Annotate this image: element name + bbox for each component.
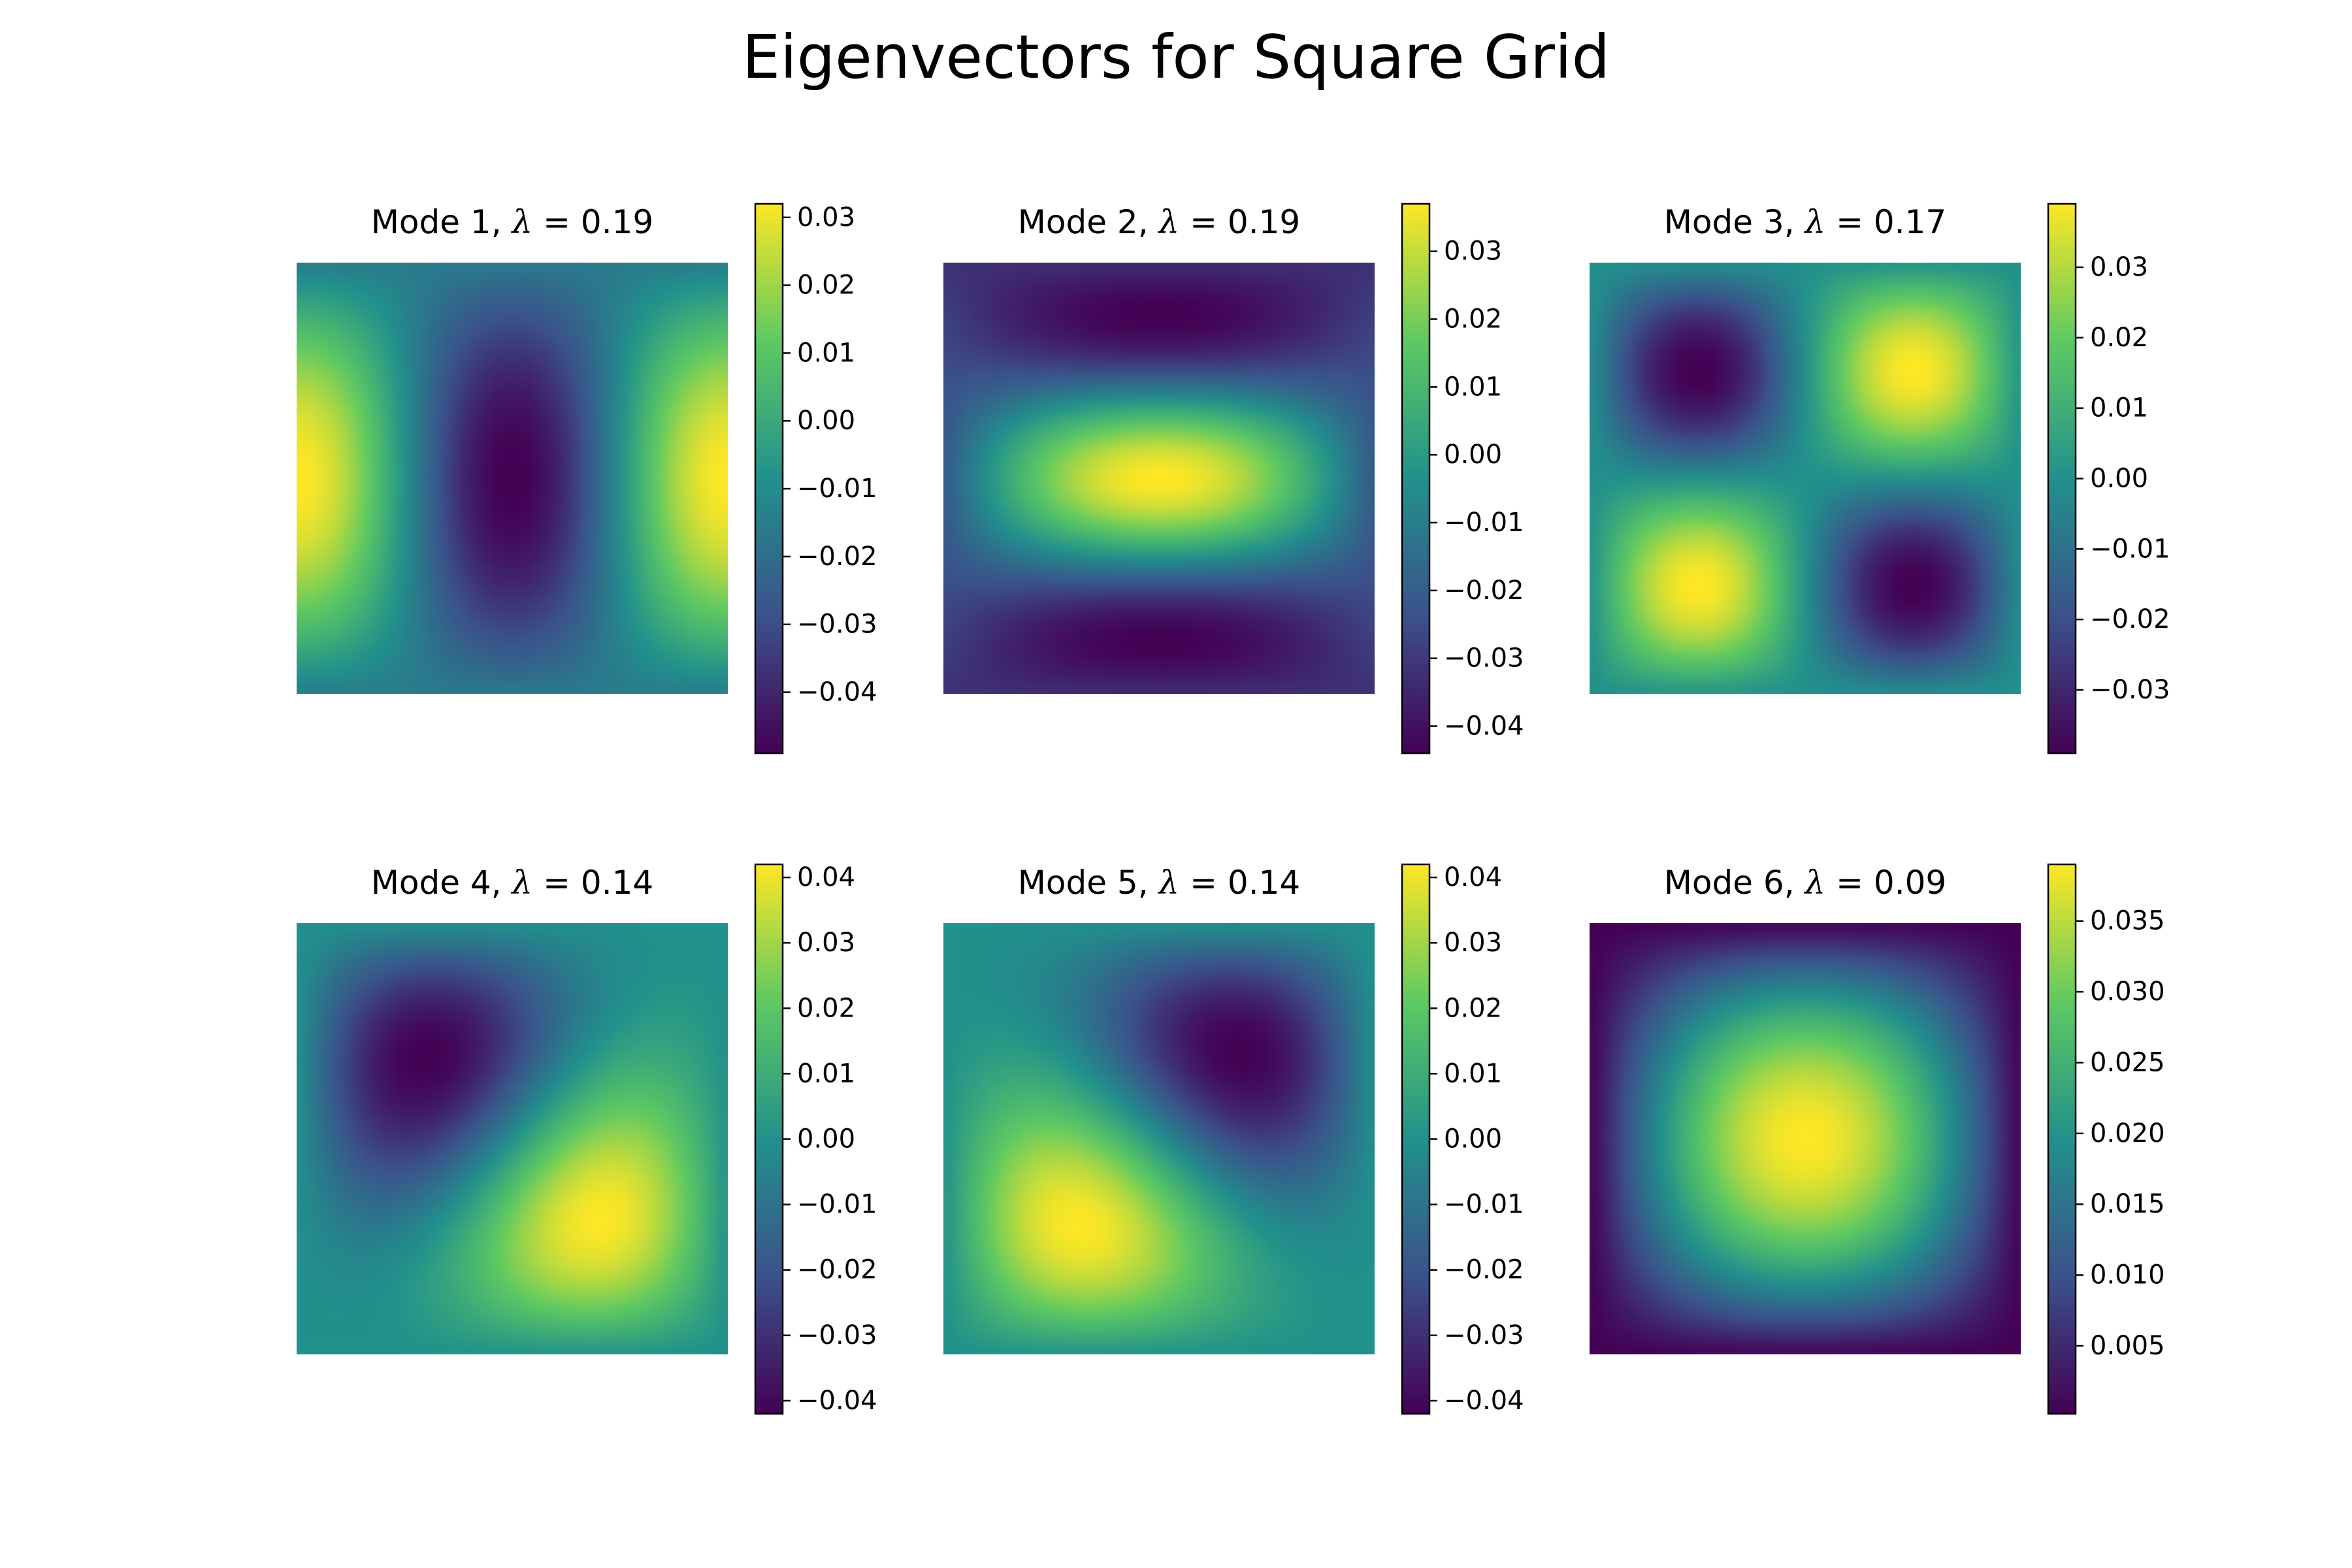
colorbar-tick-label: 0.015	[2090, 1189, 2165, 1219]
colorbar-mode-3: 0.03 0.02 0.01 0.00 −0.01 −0.02 −0.03	[2047, 203, 2243, 755]
colorbar-mode-4: 0.04 0.03 0.02 0.01 0.00 −0.01 −0.02 −0.03 −0.04	[754, 862, 950, 1416]
colorbar-tick-label: −0.01	[797, 474, 877, 504]
colorbar-tick-label: 0.01	[1444, 372, 1502, 402]
figure-title: Eigenvectors for Square Grid	[742, 22, 1610, 92]
colorbar-gradient	[754, 863, 784, 1415]
colorbar-tick-label: −0.02	[797, 1255, 877, 1285]
lambda-symbol: λ	[1805, 864, 1826, 902]
panel-title: Mode 6, λ = 0.09	[1590, 863, 2021, 902]
panel-title-prefix: Mode 1,	[370, 203, 512, 241]
colorbar-tick-label: 0.00	[2090, 464, 2148, 494]
panel-title-suffix: = 0.19	[532, 203, 654, 241]
colorbar-tick-label: 0.00	[797, 406, 855, 436]
colorbar-tick-label: 0.03	[797, 928, 855, 958]
colorbar-tick-label: 0.04	[1444, 862, 1502, 892]
heatmap-mode-1	[297, 263, 728, 694]
colorbar-tick-label: 0.01	[2090, 393, 2148, 423]
colorbar-tick-label: 0.03	[797, 203, 855, 233]
colorbar-tick-label: 0.02	[797, 993, 855, 1023]
colorbar-tick-label: −0.01	[1444, 508, 1524, 538]
colorbar-tick-label: 0.03	[1444, 928, 1502, 958]
colorbar-tick-label: −0.03	[2090, 675, 2170, 705]
colorbar-tick-label: 0.02	[797, 270, 855, 301]
panel-title-suffix: = 0.17	[1825, 203, 1947, 241]
panel-title-prefix: Mode 2,	[1017, 203, 1159, 241]
colorbar-tick-label: 0.020	[2090, 1119, 2165, 1149]
panel-mode-3: Mode 3, λ = 0.17 0.03 0.02 0.01 0.00 −0.01 −0…	[1590, 203, 2243, 856]
panel-title: Mode 5, λ = 0.14	[943, 863, 1375, 902]
panel-title-prefix: Mode 6,	[1663, 864, 1805, 902]
colorbar-tick-label: 0.035	[2090, 906, 2165, 936]
colorbar-tick-label: −0.04	[797, 1386, 877, 1416]
colorbar-tick-label: −0.02	[2090, 604, 2170, 634]
colorbar-mode-2: 0.03 0.02 0.01 0.00 −0.01 −0.02 −0.03 −0.04	[1401, 203, 1597, 755]
colorbar-tick-label: 0.00	[797, 1124, 855, 1154]
panel-mode-6: Mode 6, λ = 0.09 0.035 0.030 0.025 0.020 0.0…	[1590, 863, 2243, 1516]
panel-title-suffix: = 0.14	[532, 864, 654, 902]
lambda-symbol: λ	[1805, 203, 1826, 241]
colorbar-tick-label: 0.03	[1444, 237, 1502, 267]
colorbar-tick-label: −0.04	[1444, 711, 1524, 741]
panel-mode-5: Mode 5, λ = 0.14 0.04 0.03 0.02 0.01 0.00 −0.…	[943, 862, 1597, 1516]
heatmap-mode-6	[1590, 923, 2021, 1354]
colorbar-tick-label: 0.01	[797, 338, 855, 368]
colorbar-tick-label: −0.02	[797, 542, 877, 572]
colorbar-tick-label: −0.03	[1444, 1320, 1524, 1350]
colorbar-gradient	[1401, 863, 1431, 1415]
colorbar-tick-label: 0.02	[2090, 323, 2148, 353]
lambda-symbol: λ	[512, 864, 533, 902]
colorbar-gradient	[1401, 203, 1431, 755]
colorbar-tick-label: 0.005	[2090, 1331, 2165, 1361]
panel-title: Mode 2, λ = 0.19	[943, 203, 1375, 242]
panel-title: Mode 4, λ = 0.14	[297, 863, 728, 902]
panel-title-prefix: Mode 3,	[1663, 203, 1805, 241]
colorbar-gradient	[754, 203, 784, 755]
panel-title-prefix: Mode 5,	[1017, 864, 1159, 902]
colorbar-tick-label: −0.04	[797, 678, 877, 708]
colorbar-tick-label: 0.01	[797, 1058, 855, 1088]
colorbar-tick-label: 0.04	[797, 862, 855, 892]
colorbar-mode-1: 0.03 0.02 0.01 0.00 −0.01 −0.02 −0.03 −0.04	[754, 203, 950, 755]
colorbar-tick-label: 0.010	[2090, 1260, 2165, 1290]
panel-title-suffix: = 0.09	[1825, 864, 1947, 902]
lambda-symbol: λ	[1158, 203, 1180, 241]
colorbar-tick-label: 0.030	[2090, 977, 2165, 1007]
panel-title-suffix: = 0.19	[1179, 203, 1301, 241]
panel-mode-4: Mode 4, λ = 0.14 0.04 0.03 0.02 0.01 0.00 −0.…	[297, 862, 950, 1516]
colorbar-tick-label: −0.01	[2090, 534, 2170, 564]
colorbar-tick-label: −0.02	[1444, 576, 1524, 606]
colorbar-mode-6: 0.035 0.030 0.025 0.020 0.015 0.010 0.005	[2047, 863, 2243, 1415]
panel-title: Mode 1, λ = 0.19	[297, 203, 728, 242]
panel-title: Mode 3, λ = 0.17	[1590, 203, 2021, 242]
heatmap-mode-2	[943, 263, 1375, 694]
lambda-symbol: λ	[1158, 864, 1180, 902]
colorbar-gradient	[2047, 203, 2077, 755]
heatmap-mode-3	[1590, 263, 2021, 694]
colorbar-tick-label: −0.04	[1444, 1386, 1524, 1416]
colorbar-tick-label: −0.01	[1444, 1190, 1524, 1220]
lambda-symbol: λ	[512, 203, 533, 241]
colorbar-tick-label: −0.03	[797, 610, 877, 640]
panel-mode-2: Mode 2, λ = 0.19 0.03 0.02 0.01 0.00 −0.01 −0…	[943, 203, 1597, 856]
colorbar-tick-label: −0.02	[1444, 1255, 1524, 1285]
colorbar-gradient	[2047, 863, 2077, 1415]
heatmap-mode-5	[943, 923, 1375, 1354]
colorbar-tick-label: 0.00	[1444, 440, 1502, 470]
colorbar-tick-label: −0.03	[1444, 644, 1524, 674]
panel-title-suffix: = 0.14	[1179, 864, 1301, 902]
colorbar-mode-5: 0.04 0.03 0.02 0.01 0.00 −0.01 −0.02 −0.03 −0.04	[1401, 862, 1597, 1416]
colorbar-tick-label: 0.03	[2090, 252, 2148, 282]
colorbar-tick-label: 0.01	[1444, 1058, 1502, 1088]
heatmap-mode-4	[297, 923, 728, 1354]
panel-title-prefix: Mode 4,	[370, 864, 512, 902]
panel-mode-1: Mode 1, λ = 0.19 0.03 0.02 0.01 0.00 −0.01 −0…	[297, 203, 950, 856]
colorbar-tick-label: 0.02	[1444, 304, 1502, 335]
colorbar-tick-label: 0.02	[1444, 993, 1502, 1023]
colorbar-tick-label: 0.00	[1444, 1124, 1502, 1154]
colorbar-tick-label: 0.025	[2090, 1047, 2165, 1077]
colorbar-tick-label: −0.03	[797, 1320, 877, 1350]
colorbar-tick-label: −0.01	[797, 1190, 877, 1220]
